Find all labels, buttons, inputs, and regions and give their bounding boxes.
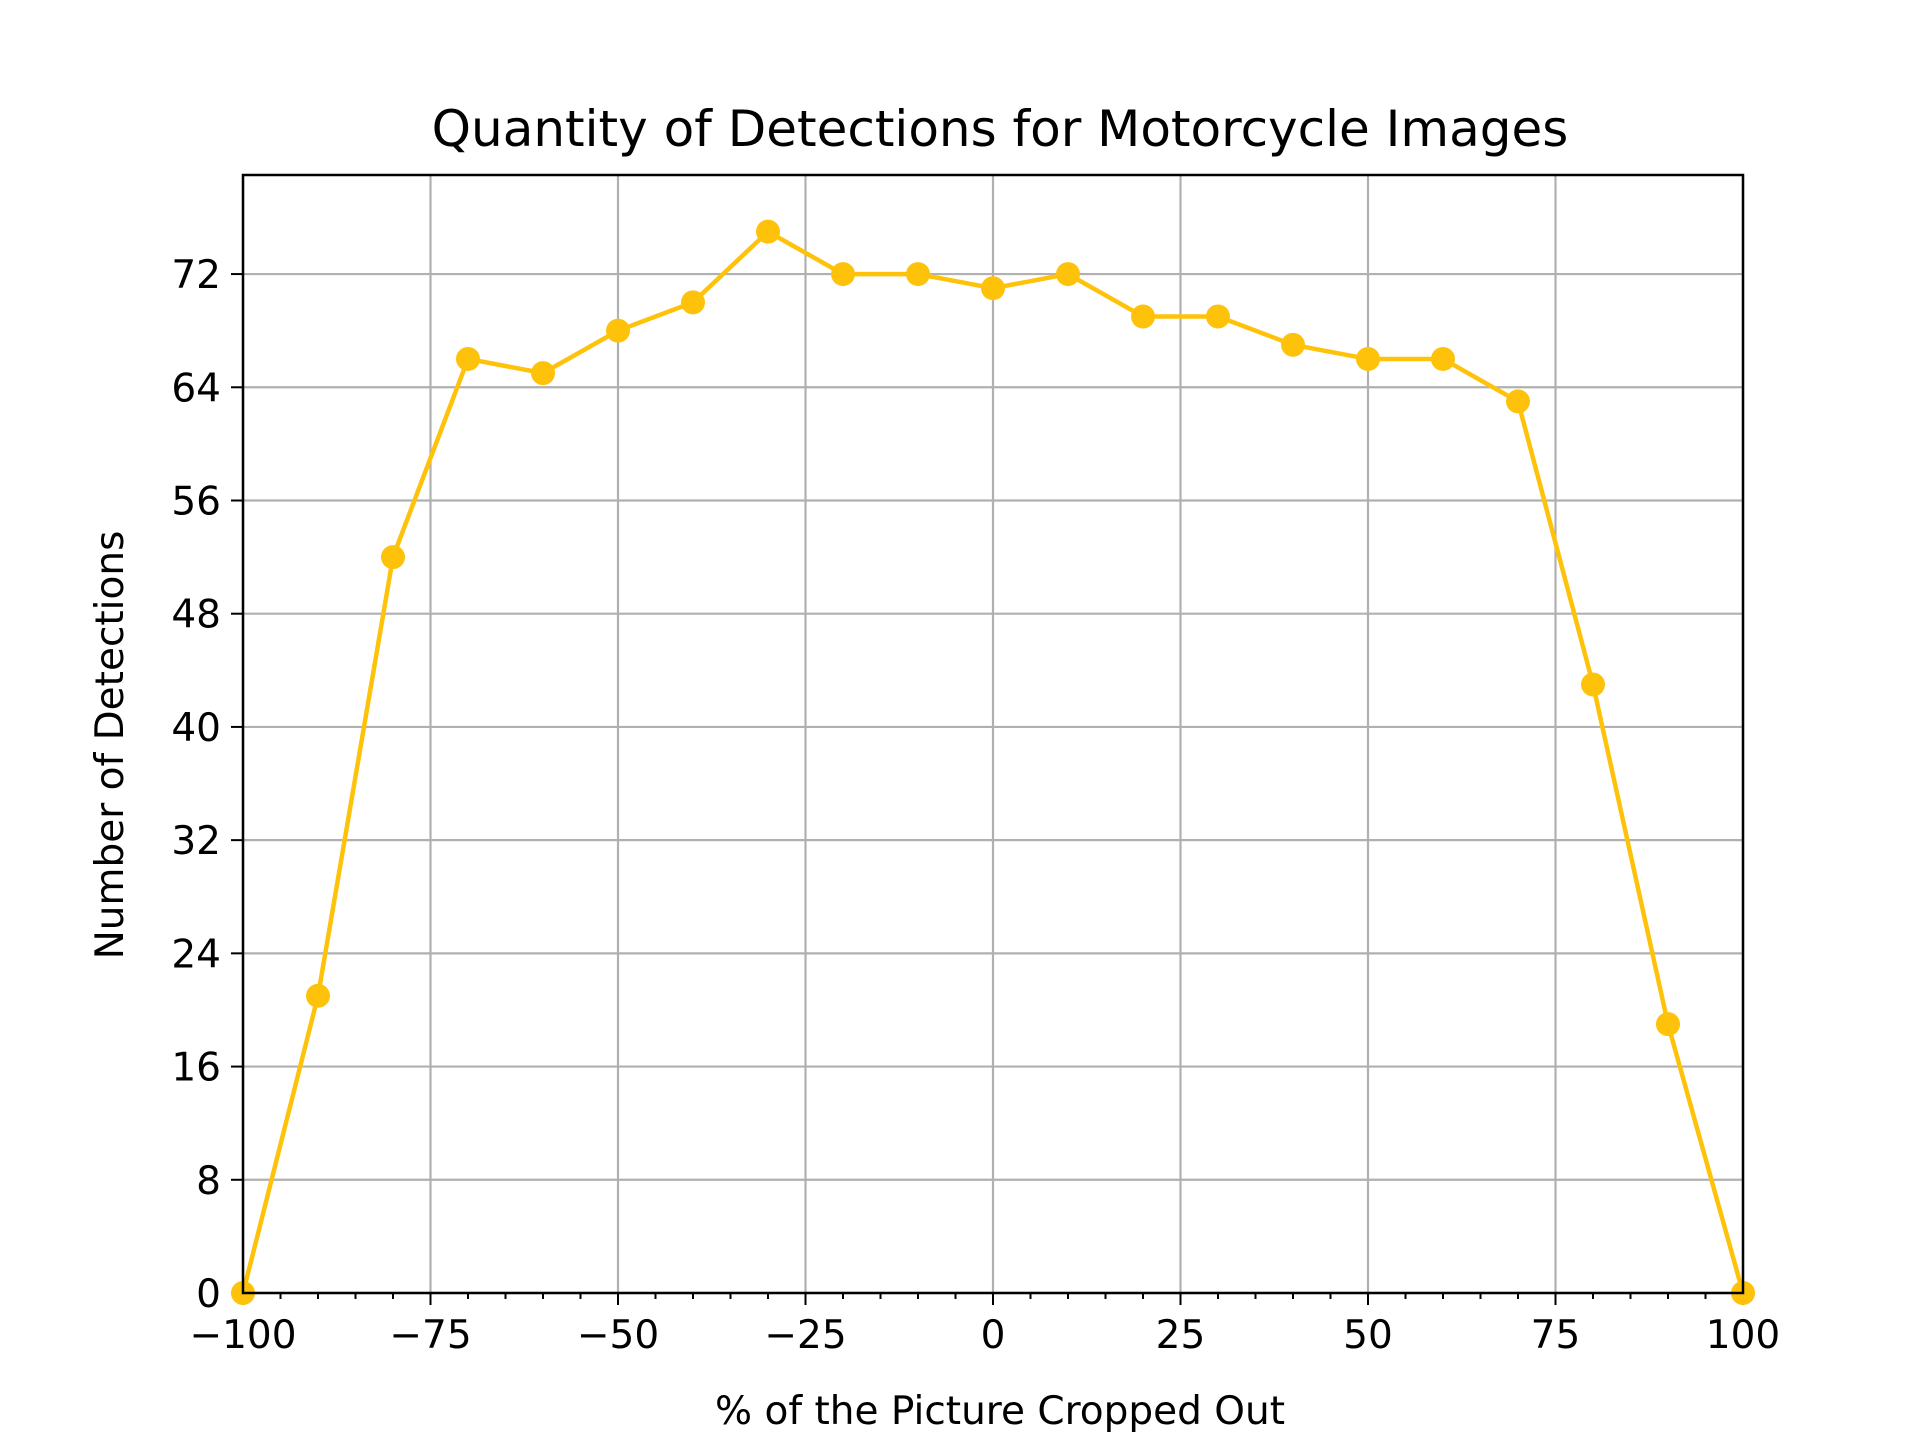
data-point xyxy=(981,276,1005,301)
data-point xyxy=(1431,346,1455,371)
data-point xyxy=(831,262,855,287)
x-tick-label: 100 xyxy=(1706,1313,1780,1358)
x-axis: −100 −75 −50 −25 0 25 50 75 100 xyxy=(189,1293,1780,1358)
x-tick-label: −50 xyxy=(577,1313,659,1358)
y-tick-label: 0 xyxy=(196,1272,221,1317)
y-axis-label: Number of Detections xyxy=(88,531,133,960)
data-point xyxy=(1356,346,1380,371)
data-point xyxy=(756,219,780,244)
x-tick-label: −75 xyxy=(389,1313,471,1358)
x-tick-label: 50 xyxy=(1343,1313,1393,1358)
data-point xyxy=(1281,332,1305,357)
data-point xyxy=(1206,304,1230,329)
data-point xyxy=(606,318,630,343)
y-tick-label: 16 xyxy=(171,1046,221,1091)
data-point xyxy=(381,545,405,570)
y-tick-label: 56 xyxy=(171,479,221,524)
data-point xyxy=(531,361,555,386)
x-tick-label: −25 xyxy=(764,1313,846,1358)
data-point xyxy=(1056,262,1080,287)
x-tick-label: −100 xyxy=(189,1313,296,1358)
x-tick-label: 25 xyxy=(1156,1313,1206,1358)
data-point xyxy=(1506,389,1530,414)
data-point xyxy=(1656,1012,1680,1037)
y-tick-label: 72 xyxy=(171,253,221,298)
data-point xyxy=(306,983,330,1008)
plot-frame xyxy=(241,173,1745,1295)
y-tick-label: 24 xyxy=(171,932,221,977)
y-tick-label: 8 xyxy=(196,1159,221,1204)
data-point xyxy=(456,346,480,371)
y-tick-label: 48 xyxy=(171,593,221,638)
grid xyxy=(241,175,1745,1295)
data-point xyxy=(1131,304,1155,329)
y-tick-label: 32 xyxy=(171,819,221,864)
y-axis: 0 8 16 24 32 40 48 56 64 72 xyxy=(171,253,243,1317)
series-layer xyxy=(231,219,1755,1305)
data-point xyxy=(681,290,705,315)
y-tick-label: 40 xyxy=(171,706,221,751)
data-point xyxy=(906,262,930,287)
chart-title: Quantity of Detections for Motorcycle Im… xyxy=(432,100,1569,158)
x-tick-label: 75 xyxy=(1531,1313,1581,1358)
x-axis-label: % of the Picture Cropped Out xyxy=(715,1389,1285,1434)
y-tick-label: 64 xyxy=(171,366,221,411)
x-tick-label: 0 xyxy=(981,1313,1006,1358)
data-point xyxy=(1581,672,1605,697)
